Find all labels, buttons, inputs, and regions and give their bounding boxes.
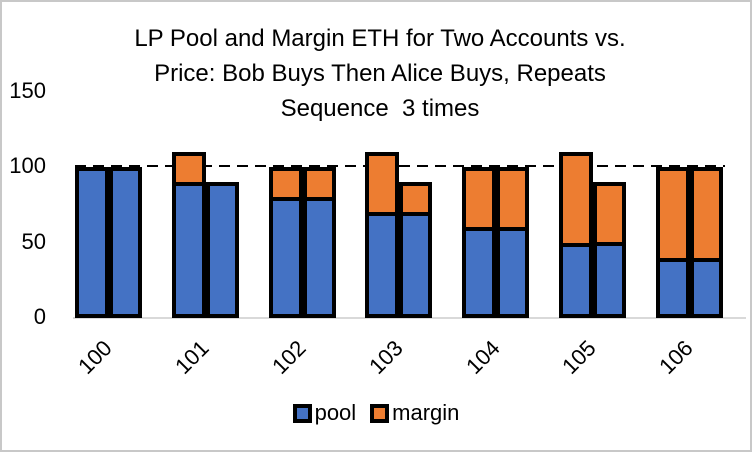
x-axis-tick-label-104: 104 [461, 335, 505, 379]
x-axis-tick-label-106: 106 [654, 335, 698, 379]
stacked-bar-101-a [172, 151, 206, 318]
margin-segment [660, 170, 686, 262]
stacked-bar-100-b [108, 166, 142, 318]
chart-title-line-2: Price: Bob Buys Then Alice Buys, Repeats [154, 60, 606, 87]
reference-dashed-line [75, 165, 725, 167]
legend-item-pool: pool [292, 400, 357, 426]
stacked-bar-105-a [559, 151, 593, 318]
stacked-bar-102-a [269, 166, 303, 318]
bar-group-103 [365, 91, 432, 318]
stacked-bar-103-b [398, 181, 432, 318]
margin-segment [176, 155, 202, 186]
x-axis-tick-label-100: 100 [73, 335, 117, 379]
stacked-bar-104-a [462, 166, 496, 318]
margin-segment [273, 170, 299, 201]
stacked-bar-100-a [75, 166, 109, 318]
bar-group-105 [559, 91, 626, 318]
legend-margin-swatch-icon [370, 403, 390, 423]
x-axis-tick-label-103: 103 [364, 335, 408, 379]
stacked-bar-103-a [365, 151, 399, 318]
legend: pool margin [0, 400, 752, 426]
y-axis-tick-label-0: 0 [33, 304, 46, 329]
margin-segment [596, 185, 622, 246]
x-axis-tick-label-105: 105 [557, 335, 601, 379]
stacked-bar-106-a [656, 166, 690, 318]
y-axis-tick-label-100: 100 [9, 153, 46, 178]
x-axis-tick-label-102: 102 [267, 335, 311, 379]
chart-title-line-1: LP Pool and Margin ETH for Two Accounts … [134, 25, 626, 52]
margin-segment [402, 185, 428, 216]
bar-group-100 [75, 91, 142, 318]
bar-group-101 [172, 91, 239, 318]
legend-label-margin: margin [392, 400, 460, 425]
y-axis-tick-label-150: 150 [9, 78, 46, 103]
margin-segment [693, 170, 719, 262]
margin-segment [306, 170, 332, 201]
legend-label-pool: pool [314, 400, 357, 425]
legend-item-margin: margin [370, 400, 459, 426]
margin-segment [369, 155, 395, 216]
stacked-bar-105-b [592, 181, 626, 318]
bar-group-102 [269, 91, 336, 318]
y-axis-tick-label-50: 50 [21, 229, 46, 254]
margin-segment [499, 170, 525, 231]
stacked-bar-104-b [495, 166, 529, 318]
x-axis-line [73, 317, 746, 319]
chart-title: LP Pool and Margin ETH for Two Accounts … [8, 21, 752, 126]
stacked-bar-106-b [689, 166, 723, 318]
stacked-bar-101-b [205, 181, 239, 318]
bar-group-104 [462, 91, 529, 318]
margin-segment [563, 155, 589, 247]
margin-segment [466, 170, 492, 231]
chart-title-line-3: Sequence 3 times [280, 95, 480, 122]
legend-pool-swatch-icon [292, 403, 312, 423]
x-axis-tick-label-101: 101 [170, 335, 214, 379]
stacked-bar-102-b [302, 166, 336, 318]
bar-group-106 [656, 91, 723, 318]
